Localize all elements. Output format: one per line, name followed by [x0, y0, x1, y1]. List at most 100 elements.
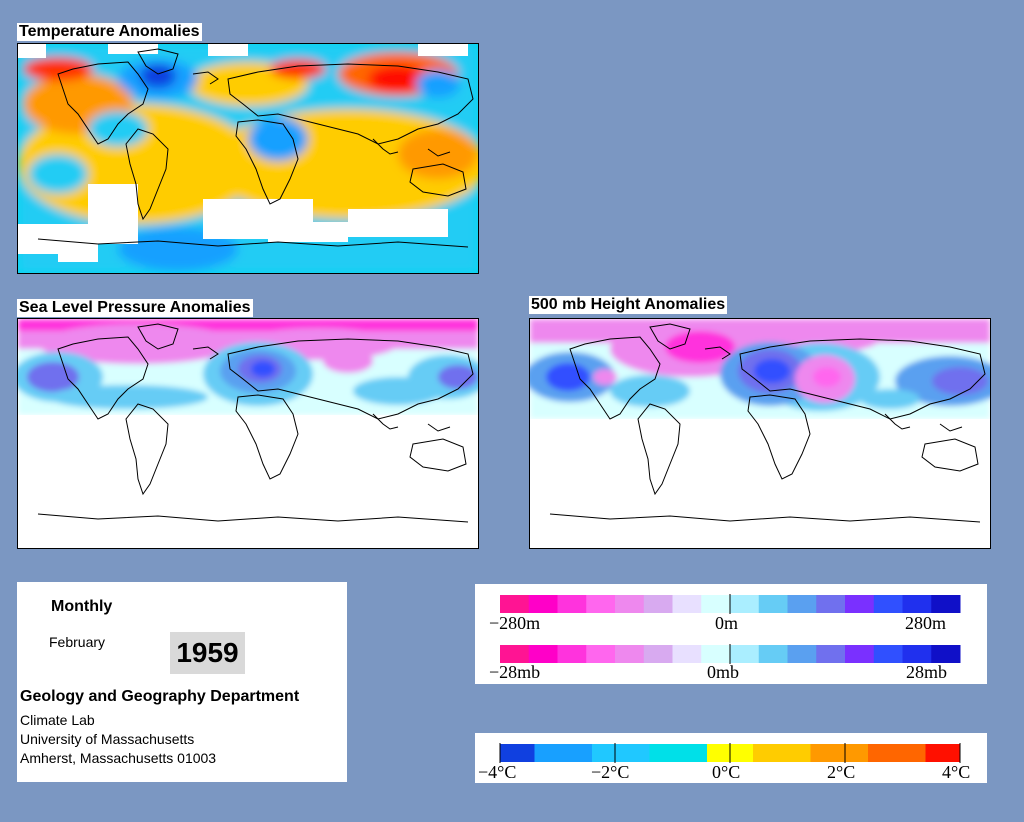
colorbar-swatch	[758, 595, 788, 613]
colorbar-swatch	[764, 744, 777, 762]
colorbar-swatch	[707, 744, 719, 762]
height500-map	[529, 318, 991, 549]
colorbar-swatch	[672, 744, 685, 762]
colorbar-swatch	[931, 595, 961, 613]
height500-title: 500 mb Height Anomalies	[529, 296, 728, 314]
colorbar-swatch	[615, 744, 627, 762]
colorbar-swatch	[799, 744, 811, 762]
colorbar-swatch	[873, 645, 903, 663]
colorbar-swatch	[925, 744, 938, 762]
colorbar-swatch	[557, 645, 587, 663]
colorbar-swatch	[701, 595, 731, 613]
height-min-label: −280m	[489, 613, 540, 633]
colorbar-swatch	[879, 744, 892, 762]
colorbar-swatch	[586, 645, 616, 663]
colorbar-swatch	[557, 595, 587, 613]
colorbar-swatch	[557, 744, 570, 762]
colorbar-swatch	[787, 744, 800, 762]
colorbar-swatch	[661, 744, 673, 762]
address-label: Amherst, Massachusetts 01003	[20, 750, 217, 766]
colorbar-swatch	[569, 744, 581, 762]
colorbar-swatch	[937, 744, 949, 762]
month-label: February	[49, 634, 106, 650]
colorbar-swatch	[500, 595, 530, 613]
colorbar-swatch	[776, 744, 788, 762]
info-box: Monthly February 1959 Geology and Geogra…	[17, 582, 347, 782]
colorbar-swatch	[741, 744, 754, 762]
university-label: University of Massachusetts	[20, 731, 195, 747]
height-colorbar	[500, 594, 961, 614]
colorbar-swatch	[914, 744, 926, 762]
period-label: Monthly	[51, 598, 113, 615]
colorbar-swatch	[546, 744, 558, 762]
colorbar-swatch	[638, 744, 650, 762]
colorbar-swatch	[833, 744, 846, 762]
anomaly-legend: −280m 0m 280m −28mb 0mb 28mb	[475, 584, 987, 684]
colorbar-swatch	[948, 744, 961, 762]
pressure-min-label: −28mb	[489, 662, 540, 682]
colorbar-swatch	[615, 595, 645, 613]
temp-tick-label-2: 0°C	[712, 762, 740, 782]
temperature-map	[17, 43, 479, 274]
colorbar-swatch	[810, 744, 823, 762]
colorbar-swatch	[822, 744, 834, 762]
colorbar-swatch	[730, 595, 760, 613]
temp-tick-label-1: −2°C	[591, 762, 629, 782]
colorbar-swatch	[603, 744, 616, 762]
colorbar-swatch	[718, 744, 731, 762]
temp-tick-label-0: −4°C	[478, 762, 516, 782]
pressure-colorbar	[500, 644, 961, 664]
pressure-mid-label: 0mb	[707, 662, 739, 682]
colorbar-swatch	[891, 744, 903, 762]
colorbar-swatch	[816, 595, 846, 613]
colorbar-swatch	[649, 744, 662, 762]
colorbar-swatch	[643, 595, 673, 613]
colorbar-swatch	[845, 595, 875, 613]
colorbar-swatch	[730, 645, 760, 663]
pressure-max-label: 28mb	[906, 662, 947, 682]
temperature-colorbar	[499, 743, 961, 763]
colorbar-swatch	[856, 744, 869, 762]
colorbar-swatch	[845, 744, 857, 762]
temp-tick-label-3: 2°C	[827, 762, 855, 782]
colorbar-swatch	[643, 645, 673, 663]
height-mid-label: 0m	[715, 613, 738, 633]
colorbar-swatch	[902, 744, 915, 762]
colorbar-swatch	[695, 744, 708, 762]
colorbar-swatch	[615, 645, 645, 663]
height-max-label: 280m	[905, 613, 946, 633]
slp-title: Sea Level Pressure Anomalies	[17, 299, 253, 317]
colorbar-swatch	[758, 645, 788, 663]
temperature-legend: −4°C −2°C 0°C 2°C 4°C	[475, 733, 987, 783]
colorbar-swatch	[511, 744, 524, 762]
colorbar-swatch	[684, 744, 696, 762]
colorbar-swatch	[672, 595, 702, 613]
temperature-title: Temperature Anomalies	[17, 23, 202, 41]
colorbar-swatch	[868, 744, 880, 762]
colorbar-swatch	[753, 744, 765, 762]
colorbar-swatch	[787, 595, 817, 613]
colorbar-swatch	[580, 744, 593, 762]
colorbar-swatch	[523, 744, 535, 762]
colorbar-swatch	[592, 744, 604, 762]
colorbar-swatch	[787, 645, 817, 663]
colorbar-swatch	[816, 645, 846, 663]
colorbar-swatch	[672, 645, 702, 663]
colorbar-swatch	[931, 645, 961, 663]
colorbar-swatch	[701, 645, 731, 663]
colorbar-swatch	[730, 744, 742, 762]
lab-label: Climate Lab	[20, 712, 95, 728]
department-label: Geology and Geography Department	[20, 688, 300, 705]
colorbar-swatch	[873, 595, 903, 613]
colorbar-swatch	[626, 744, 639, 762]
year-label: 1959	[170, 632, 245, 674]
colorbar-swatch	[586, 595, 616, 613]
temp-tick-label-4: 4°C	[942, 762, 970, 782]
colorbar-swatch	[534, 744, 547, 762]
colorbar-swatch	[902, 595, 932, 613]
colorbar-swatch	[500, 645, 530, 663]
colorbar-swatch	[845, 645, 875, 663]
colorbar-swatch	[528, 595, 558, 613]
colorbar-swatch	[902, 645, 932, 663]
colorbar-swatch	[500, 744, 512, 762]
